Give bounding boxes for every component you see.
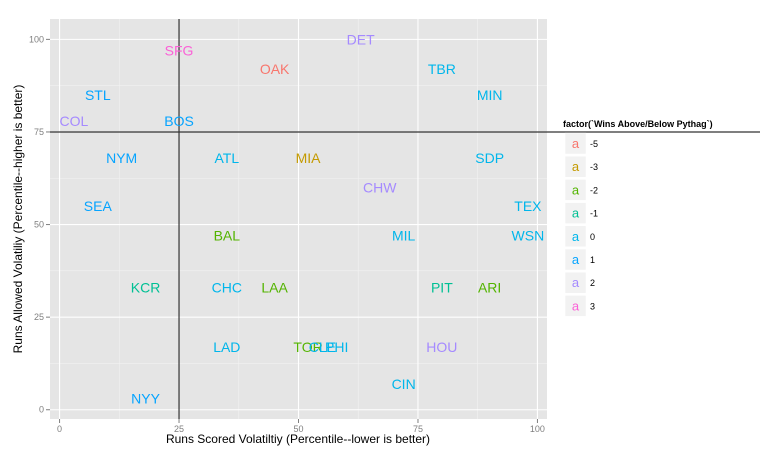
x-tick-label: 75: [413, 424, 423, 434]
point-labels: DET SFG OAK TBR STL MIN COL BOS NYM ATL MIA SDP CHW S…: [59, 31, 544, 406]
point-label-chc: CHC: [212, 280, 242, 296]
legend-title: factor(`Wins Above/Below Pythag`): [563, 119, 713, 129]
legend-key-glyph: a: [572, 298, 580, 313]
point-label-mil: MIL: [392, 228, 416, 244]
point-label-hou: HOU: [426, 339, 457, 355]
x-tick-label: 50: [293, 424, 303, 434]
point-label-mia: MIA: [296, 150, 322, 166]
y-tick-label: 100: [29, 34, 44, 44]
legend-key-box: [564, 155, 587, 178]
legend-key-box: [564, 225, 587, 248]
point-label-lad: LAD: [213, 339, 240, 355]
point-label-wsn: WSN: [512, 228, 545, 244]
x-tick-label: 100: [530, 424, 545, 434]
legend-entry-label: -5: [590, 139, 598, 149]
legend-entry-label: 2: [590, 278, 595, 288]
point-label-bal: BAL: [214, 228, 241, 244]
point-label-atl: ATL: [214, 150, 239, 166]
point-label-sdp: SDP: [475, 150, 504, 166]
y-tick-label: 25: [34, 312, 44, 322]
legend: factor(`Wins Above/Below Pythag`) a -5 a -3…: [563, 119, 713, 317]
point-label-bos: BOS: [164, 113, 194, 129]
legend-key-box: [564, 271, 587, 294]
legend-key-glyph: a: [572, 229, 580, 244]
y-axis-title: Runs Allowed Volatiliy (Percentile--high…: [11, 85, 25, 354]
legend-entry-label: -3: [590, 162, 598, 172]
legend-key-glyph: a: [572, 159, 580, 174]
y-tick-label: 0: [39, 405, 44, 415]
legend-key-box: [564, 248, 587, 271]
point-label-sfg: SFG: [165, 42, 194, 58]
reference-lines: [50, 19, 760, 419]
point-label-laa: LAA: [261, 280, 288, 296]
legend-key-glyph: a: [572, 252, 580, 267]
legend-entry-label: -1: [590, 209, 598, 219]
point-label-col: COL: [59, 113, 88, 129]
legend-keys: a -5a -3a -2a -1a 0a 1a 2a 3: [564, 132, 598, 317]
legend-entry-label: 0: [590, 232, 595, 242]
legend-entry-label: -2: [590, 185, 598, 195]
legend-key-box: [564, 132, 587, 155]
x-tick-label: 0: [57, 424, 62, 434]
point-label-nym: NYM: [106, 150, 137, 166]
legend-key-box: [564, 295, 587, 317]
point-label-tex: TEX: [514, 198, 542, 214]
point-label-pit: PIT: [431, 280, 453, 296]
y-tick-label: 75: [34, 127, 44, 137]
point-label-chw: CHW: [363, 180, 397, 196]
legend-entry-label: 1: [590, 255, 595, 265]
y-axis: 0 25 50 75 100: [29, 34, 50, 415]
point-label-ari: ARI: [478, 280, 501, 296]
x-axis: 0 25 50 75 100: [57, 419, 545, 434]
legend-key-box: [564, 202, 587, 224]
point-label-tor: TOR: [293, 339, 322, 355]
legend-entry-label: 3: [590, 301, 595, 311]
x-tick-label: 25: [174, 424, 184, 434]
point-label-min: MIN: [477, 87, 503, 103]
point-label-cin: CIN: [392, 376, 416, 392]
legend-key-glyph: a: [572, 206, 580, 221]
point-label-kcr: KCR: [131, 280, 161, 296]
point-label-nyy: NYY: [131, 391, 160, 407]
point-label-phi: PHI: [325, 339, 348, 355]
point-label-sea: SEA: [84, 198, 113, 214]
point-label-oak: OAK: [260, 61, 290, 77]
legend-key-box: [564, 179, 587, 201]
x-axis-title: Runs Scored Volatiltiy (Percentile--lowe…: [166, 432, 430, 446]
point-label-det: DET: [347, 31, 375, 47]
legend-key-glyph: a: [572, 275, 580, 290]
point-label-cle: CLE: [309, 339, 336, 355]
legend-key-glyph: a: [572, 182, 580, 197]
y-tick-label: 50: [34, 220, 44, 230]
point-label-tbr: TBR: [428, 61, 456, 77]
legend-key-glyph: a: [572, 136, 580, 151]
point-label-stl: STL: [85, 87, 111, 103]
